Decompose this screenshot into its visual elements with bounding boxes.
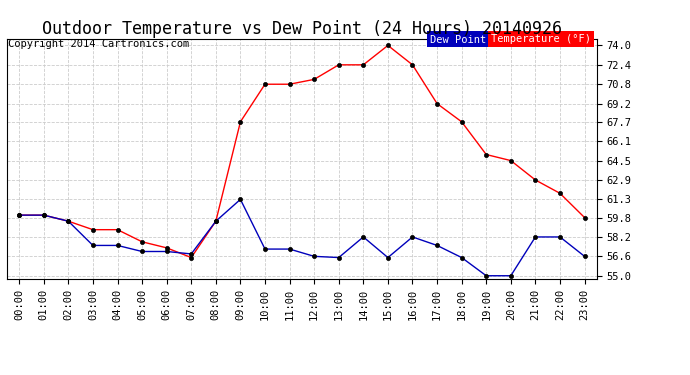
Text: Copyright 2014 Cartronics.com: Copyright 2014 Cartronics.com — [8, 39, 190, 50]
Text: Temperature (°F): Temperature (°F) — [491, 34, 591, 44]
Title: Outdoor Temperature vs Dew Point (24 Hours) 20140926: Outdoor Temperature vs Dew Point (24 Hou… — [42, 20, 562, 38]
Text: Dew Point (°F): Dew Point (°F) — [430, 34, 518, 44]
